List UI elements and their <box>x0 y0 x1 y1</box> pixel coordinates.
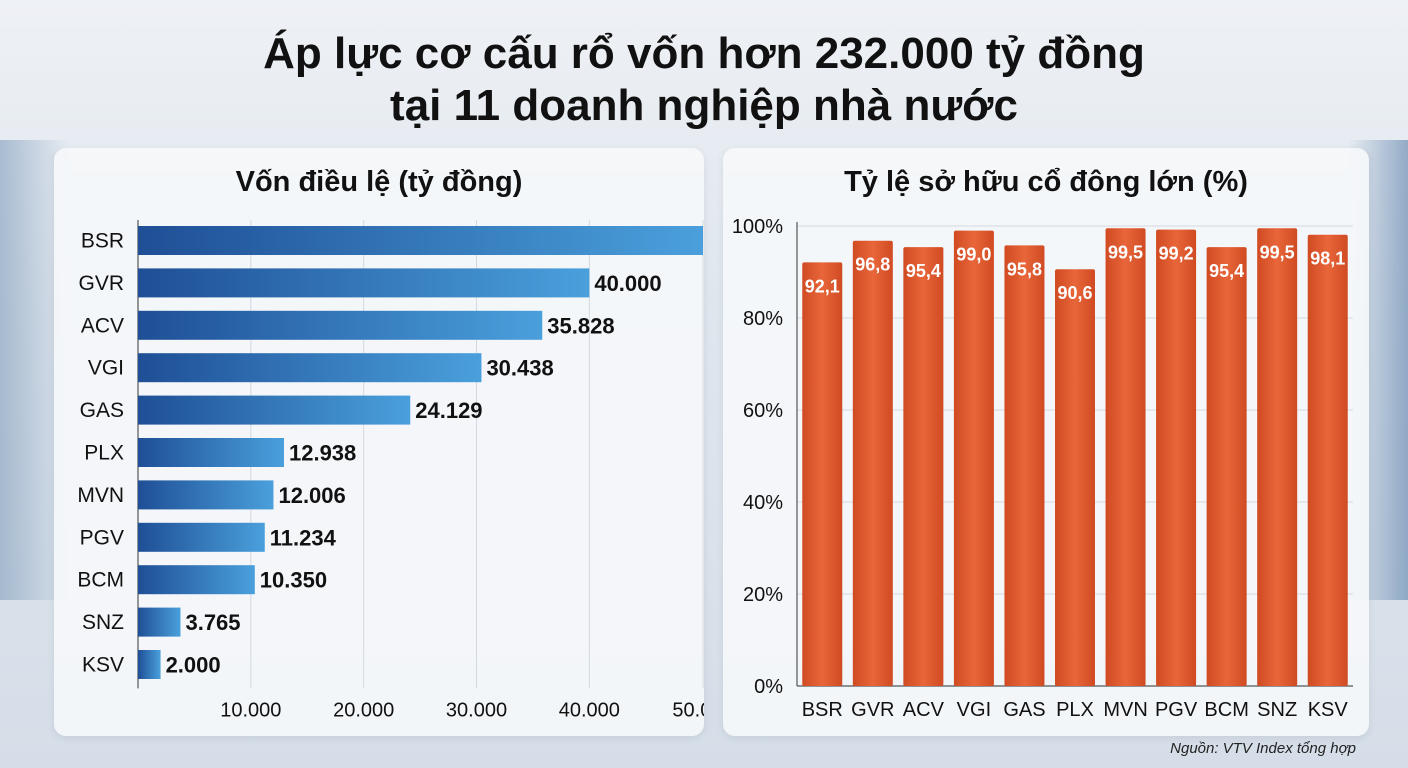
value-label: 90,6 <box>1057 283 1092 303</box>
page-title: Áp lực cơ cấu rổ vốn hơn 232.000 tỷ đồng… <box>0 28 1408 132</box>
category-label: BCM <box>1204 699 1248 721</box>
category-label: SNZ <box>82 611 124 634</box>
value-label: 95,4 <box>906 261 941 281</box>
title-line-2: tại 11 doanh nghiệp nhà nước <box>390 81 1018 130</box>
value-label: 99,2 <box>1159 244 1194 264</box>
y-tick-label: 40% <box>743 492 783 514</box>
category-label: PGV <box>1155 699 1198 721</box>
value-label: 96,8 <box>855 255 890 275</box>
capital-chart-panel: Vốn điều lệ (tỷ đồng) 10.000 20.000 30.000… <box>54 148 704 736</box>
ownership-bar-chart: 0% 20% 40% 60% 80% 100% 92,1 BSR 96,8 GVR 95,4 ACV 9… <box>732 216 1353 721</box>
ownership-bar <box>1156 229 1197 686</box>
value-label: 3.765 <box>185 610 240 635</box>
y-tick-label: 0% <box>754 676 783 698</box>
ownership-bar <box>903 247 944 686</box>
value-label: 98,1 <box>1310 249 1345 269</box>
capital-bar <box>138 226 703 255</box>
value-label: 92,1 <box>805 276 840 296</box>
ownership-chart-panel: Tỷ lệ sở hữu cổ đông lớn (%) 0% 20% 40% 60%… <box>723 148 1369 736</box>
value-label: 10.350 <box>260 568 327 593</box>
value-label: 12.006 <box>278 483 345 508</box>
ownership-bar <box>852 240 893 686</box>
value-label: 11.234 <box>270 525 337 550</box>
capital-bar <box>138 395 411 425</box>
category-label: PLX <box>1056 699 1094 721</box>
capital-bar <box>138 565 255 595</box>
y-tick-label: 100% <box>732 216 783 238</box>
y-tick-label: 60% <box>743 400 783 422</box>
category-label: VGI <box>88 357 124 380</box>
category-label: GAS <box>80 399 124 422</box>
value-label: 99,5 <box>1108 242 1143 262</box>
capital-bar <box>138 480 274 510</box>
x-tick-label: 30.000 <box>446 699 507 721</box>
value-label: 99,5 <box>1260 242 1295 262</box>
ownership-bar <box>1257 228 1298 687</box>
ownership-bar <box>1105 228 1146 687</box>
capital-bar <box>138 438 284 467</box>
category-label: ACV <box>81 314 124 337</box>
value-label: 95,4 <box>1209 261 1244 281</box>
value-label: 30.438 <box>486 356 553 381</box>
category-label: SNZ <box>1257 699 1297 721</box>
category-label: ACV <box>903 699 945 721</box>
ownership-bar <box>953 230 994 686</box>
capital-bar <box>138 268 590 298</box>
category-label: KSV <box>1308 699 1349 721</box>
value-label: 99,0 <box>956 245 991 265</box>
capital-chart-title: Vốn điều lệ (tỷ đồng) <box>235 166 523 198</box>
category-label: GVR <box>851 699 894 721</box>
category-label: GVR <box>78 272 124 295</box>
value-label: 35.828 <box>547 313 614 338</box>
capital-bar-chart: 10.00020.00030.00040.00050.073BSR50.073G… <box>77 220 704 721</box>
value-label: 24.129 <box>415 398 482 423</box>
ownership-chart-title: Tỷ lệ sở hữu cổ đông lớn (%) <box>844 166 1248 198</box>
x-tick-label: 20.000 <box>333 699 394 721</box>
category-label: VGI <box>957 699 991 721</box>
title-line-1: Áp lực cơ cấu rổ vốn hơn 232.000 tỷ đồng <box>263 29 1145 78</box>
value-label: 2.000 <box>166 653 221 678</box>
x-tick-label: 50.073 <box>672 699 704 721</box>
category-label: PLX <box>84 442 124 465</box>
ownership-bar <box>802 262 843 686</box>
category-label: BSR <box>802 699 843 721</box>
category-label: MVN <box>1103 699 1147 721</box>
ownership-bar <box>1055 269 1095 686</box>
capital-bar <box>138 310 543 340</box>
capital-bar <box>138 353 482 383</box>
capital-bar <box>138 522 265 552</box>
category-label: GAS <box>1003 699 1045 721</box>
value-label: 95,8 <box>1007 259 1042 279</box>
x-tick-label: 10.000 <box>220 699 281 721</box>
ownership-bar <box>1206 247 1247 686</box>
category-label: BCM <box>77 569 124 592</box>
capital-bar <box>138 607 181 637</box>
value-label: 40.000 <box>594 271 661 296</box>
capital-bar <box>138 650 161 679</box>
y-tick-label: 20% <box>743 584 783 606</box>
category-label: BSR <box>81 230 124 253</box>
category-label: MVN <box>77 484 124 507</box>
category-label: PGV <box>80 526 124 549</box>
y-tick-label: 80% <box>743 308 783 330</box>
ownership-bar <box>1307 234 1348 686</box>
category-label: KSV <box>82 654 124 677</box>
source-note: Nguồn: VTV Index tổng hợp <box>1170 740 1356 757</box>
value-label: 12.938 <box>289 441 356 466</box>
ownership-bar <box>1004 245 1045 686</box>
x-tick-label: 40.000 <box>559 699 620 721</box>
